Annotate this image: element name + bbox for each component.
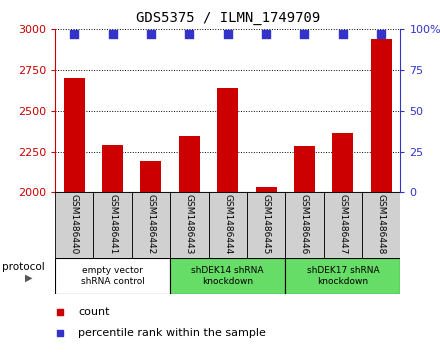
Bar: [370, 39, 392, 192]
Bar: [132, 192, 170, 258]
Bar: [217, 88, 238, 192]
Point: [186, 31, 193, 37]
Point: [224, 31, 231, 37]
Bar: [362, 192, 400, 258]
Point: [71, 31, 78, 37]
Text: GSM1486445: GSM1486445: [261, 193, 271, 254]
Bar: [55, 258, 170, 294]
Bar: [140, 160, 161, 192]
Bar: [170, 258, 285, 294]
Bar: [209, 192, 247, 258]
Bar: [256, 188, 277, 192]
Title: GDS5375 / ILMN_1749709: GDS5375 / ILMN_1749709: [136, 11, 320, 25]
Bar: [294, 146, 315, 192]
Bar: [324, 192, 362, 258]
Point: [339, 31, 346, 37]
Bar: [285, 192, 324, 258]
Point: [348, 33, 356, 39]
Bar: [170, 192, 209, 258]
Text: empty vector
shRNA control: empty vector shRNA control: [81, 266, 144, 286]
Point: [263, 31, 270, 37]
Text: shDEK17 shRNA
knockdown: shDEK17 shRNA knockdown: [307, 266, 379, 286]
Text: count: count: [78, 307, 110, 317]
Text: GSM1486448: GSM1486448: [377, 193, 386, 254]
Text: GSM1486446: GSM1486446: [300, 193, 309, 254]
Text: GSM1486443: GSM1486443: [185, 193, 194, 254]
Text: GSM1486442: GSM1486442: [147, 193, 155, 254]
Text: protocol: protocol: [2, 262, 45, 272]
Point: [378, 31, 385, 37]
Text: percentile rank within the sample: percentile rank within the sample: [78, 329, 266, 338]
Text: GSM1486441: GSM1486441: [108, 193, 117, 254]
Text: ▶: ▶: [25, 273, 33, 283]
Point: [147, 31, 154, 37]
Point: [301, 31, 308, 37]
Text: shDEK14 shRNA
knockdown: shDEK14 shRNA knockdown: [191, 266, 264, 286]
Text: GSM1486447: GSM1486447: [338, 193, 347, 254]
Point: [109, 31, 116, 37]
Bar: [332, 133, 353, 192]
Point: [348, 231, 356, 237]
Bar: [179, 136, 200, 192]
Bar: [285, 258, 400, 294]
Text: GSM1486444: GSM1486444: [223, 193, 232, 254]
Text: GSM1486440: GSM1486440: [70, 193, 79, 254]
Bar: [55, 192, 93, 258]
Bar: [93, 192, 132, 258]
Bar: [64, 78, 85, 192]
Bar: [247, 192, 285, 258]
Bar: [102, 145, 123, 192]
